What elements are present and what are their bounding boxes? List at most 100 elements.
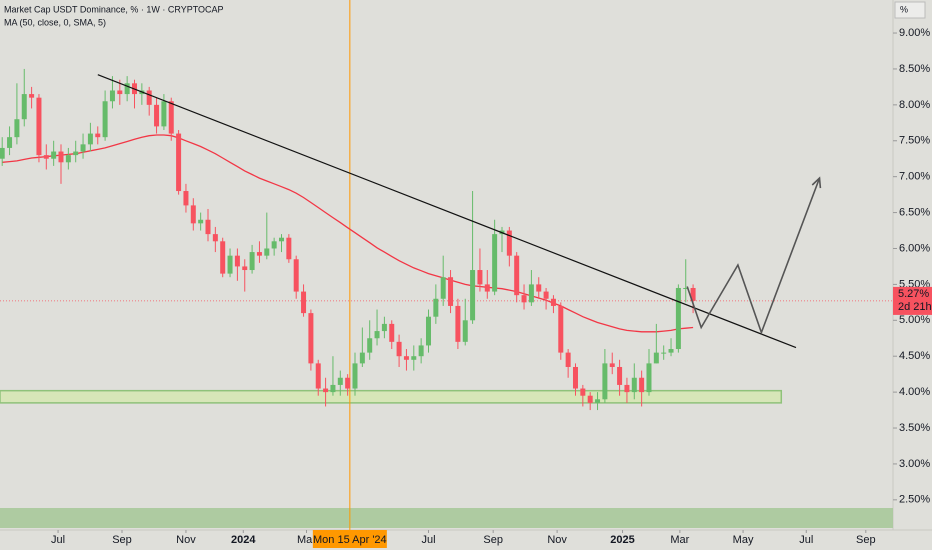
candle-body	[264, 248, 270, 256]
candle-body	[345, 377, 351, 389]
indicator-label: MA (50, close, 0, SMA, 5)	[4, 17, 106, 27]
unit-box[interactable]	[894, 1, 926, 19]
candle-body	[543, 291, 549, 299]
y-tick-label: 2.50%	[899, 494, 930, 506]
candle-body	[58, 151, 64, 163]
candle-body	[506, 230, 512, 256]
candle-body	[51, 151, 57, 159]
support-zone	[0, 389, 783, 404]
x-tick-label: Jul	[51, 534, 65, 546]
candle-body	[484, 284, 490, 292]
candle-body	[403, 356, 409, 360]
countdown-label: 2d 21h	[898, 301, 932, 313]
y-tick-label: 3.00%	[899, 458, 930, 470]
candle-body	[242, 266, 248, 271]
x-tick-label: 2025	[610, 534, 634, 546]
candle-body	[646, 363, 652, 393]
candle-body	[631, 377, 637, 393]
candle-body	[455, 305, 461, 342]
candle-body	[617, 366, 623, 385]
candle-body	[477, 270, 483, 285]
candle-body	[227, 255, 233, 274]
candle-body	[21, 94, 27, 120]
y-tick-label: 3.50%	[899, 422, 930, 434]
x-tick-label: Nov	[547, 534, 567, 546]
y-tick-label: 5.00%	[899, 314, 930, 326]
candle-body	[580, 388, 586, 396]
x-tick-label: 2024	[231, 534, 256, 546]
candle-body	[492, 234, 498, 292]
candle-body	[653, 352, 659, 364]
projection-arrowhead	[811, 176, 822, 189]
candle-body	[550, 298, 556, 306]
candle-body	[572, 366, 578, 389]
x-tick-label: Jul	[799, 534, 813, 546]
candle-body	[0, 147, 5, 159]
candle-body	[278, 237, 284, 242]
x-tick-label: Mar	[670, 534, 689, 546]
candle-body	[29, 94, 35, 98]
candle-body	[124, 83, 130, 95]
candle-body	[359, 352, 365, 364]
y-tick-label: 6.50%	[899, 206, 930, 218]
candle-body	[639, 377, 645, 393]
candle-body	[308, 313, 314, 364]
candle-body	[448, 277, 454, 306]
candle-body	[661, 352, 667, 354]
candle-body	[514, 255, 520, 296]
candle-body	[521, 295, 527, 303]
candle-body	[675, 287, 681, 350]
bottom-band	[0, 508, 893, 528]
y-tick-label: 4.50%	[899, 350, 930, 362]
candle-body	[168, 101, 174, 134]
candle-body	[433, 298, 439, 317]
x-tick-label: Mar	[297, 534, 316, 546]
candle-body	[352, 363, 358, 389]
candle-body	[176, 133, 182, 192]
x-tick-label: Sep	[112, 534, 132, 546]
y-tick-label: 4.00%	[899, 386, 930, 398]
candle-body	[286, 237, 292, 260]
chart-title: Market Cap USDT Dominance, % · 1W · CRYP…	[4, 4, 224, 14]
candle-body	[440, 277, 446, 299]
candle-body	[668, 349, 674, 353]
candle-body	[117, 90, 123, 95]
last-price-label-bg	[893, 286, 932, 315]
crosshair-label-bg	[312, 530, 387, 548]
candle-body	[154, 104, 160, 127]
candle-body	[293, 259, 299, 292]
candle-body	[234, 255, 240, 267]
candle-body	[301, 291, 307, 314]
candle-body	[220, 241, 226, 274]
candle-body	[14, 119, 20, 138]
candle-body	[587, 395, 593, 403]
last-price-label: 5.27%	[898, 288, 929, 300]
candle-body	[624, 384, 630, 393]
y-tick-label: 8.50%	[899, 63, 930, 75]
candle-body	[87, 133, 93, 145]
candle-body	[396, 341, 402, 357]
candle-body	[558, 305, 564, 353]
candle-body	[7, 137, 13, 148]
candle-body	[198, 219, 204, 224]
x-tick-label: Nov	[176, 534, 196, 546]
candle-body	[411, 356, 417, 360]
x-tick-label: Jul	[421, 534, 435, 546]
candle-body	[95, 133, 101, 138]
y-tick-label: 6.00%	[899, 242, 930, 254]
candle-body	[43, 155, 49, 159]
candle-body	[323, 388, 329, 393]
candle-body	[80, 144, 86, 152]
candle-body	[161, 101, 167, 127]
candle-body	[109, 90, 115, 102]
candle-body	[183, 191, 189, 206]
candle-body	[595, 399, 601, 403]
candle-body	[462, 320, 468, 342]
candle-body	[36, 97, 42, 156]
candle-body	[528, 284, 534, 303]
candle-body	[367, 338, 373, 353]
candle-body	[256, 252, 262, 256]
candle-body	[565, 352, 571, 367]
moving-average	[2, 134, 694, 333]
